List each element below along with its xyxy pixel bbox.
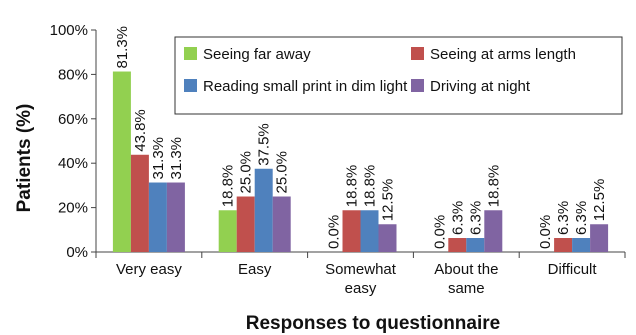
- data-label: 18.8%: [220, 165, 237, 208]
- data-label: 6.3%: [573, 201, 590, 235]
- y-tick-label: 0%: [66, 244, 88, 261]
- y-tick-label: 80%: [58, 66, 88, 83]
- data-label: 0.0%: [431, 215, 448, 249]
- data-label: 6.3%: [555, 201, 572, 235]
- bar: [272, 196, 291, 252]
- data-label: 37.5%: [256, 123, 273, 166]
- y-tick-label: 20%: [58, 200, 88, 217]
- bar: [448, 238, 467, 252]
- x-category-label: About the same: [434, 261, 498, 297]
- x-category-label: Somewhat easy: [325, 261, 397, 297]
- data-label: 6.3%: [467, 201, 484, 235]
- legend-entry: Seeing at arms length: [430, 46, 576, 63]
- x-category-label: Very easy: [116, 261, 182, 278]
- data-label: 31.3%: [168, 137, 185, 180]
- data-label: 25.0%: [274, 151, 291, 194]
- bar: [572, 238, 591, 252]
- data-label: 12.5%: [380, 179, 397, 222]
- data-label: 18.8%: [344, 165, 361, 208]
- x-axis-title: Responses to questionnaire: [246, 313, 500, 334]
- x-axis-categories: Very easy Easy Somewhat easy About the same Di…: [116, 261, 597, 297]
- bar: [148, 182, 167, 252]
- bar: [590, 224, 609, 252]
- data-label: 6.3%: [449, 201, 466, 235]
- legend-swatch: [411, 47, 424, 60]
- bar: [554, 238, 573, 252]
- bar: [112, 71, 131, 252]
- bar: [378, 224, 397, 252]
- legend-entry: Driving at night: [430, 78, 531, 95]
- bar: [484, 210, 503, 252]
- bar: [342, 210, 361, 252]
- legend: Seeing far away Seeing at arms length Read…: [174, 36, 623, 115]
- y-axis-title: Patients (%): [14, 104, 35, 213]
- y-tick-label: 60%: [58, 111, 88, 128]
- legend-swatch: [411, 79, 424, 92]
- y-tick-label: 100%: [50, 22, 88, 39]
- bar: [130, 154, 149, 252]
- legend-swatch: [184, 47, 197, 60]
- data-labels: 81.3%43.8%31.3% 31.3%18.8% 25.0%37.5%25.0%…: [114, 26, 608, 249]
- bars: [112, 71, 609, 252]
- legend-box: [174, 36, 623, 115]
- data-label: 31.3%: [150, 137, 167, 180]
- y-axis-ticks: 0% 20% 40% 60% 80% 100%: [50, 22, 96, 261]
- x-category-label: Easy: [238, 261, 272, 278]
- y-tick-label: 40%: [58, 155, 88, 172]
- bar: [466, 238, 485, 252]
- data-label: 18.8%: [362, 165, 379, 208]
- data-label: 43.8%: [132, 109, 149, 152]
- bar: [166, 182, 185, 252]
- data-label: 81.3%: [114, 26, 131, 69]
- data-label: 25.0%: [238, 151, 255, 194]
- bar: [254, 168, 273, 252]
- legend-swatch: [184, 79, 197, 92]
- x-category-label: Difficult: [548, 261, 598, 278]
- legend-entry: Seeing far away: [203, 46, 311, 63]
- data-label: 0.0%: [537, 215, 554, 249]
- data-label: 18.8%: [485, 165, 502, 208]
- data-label: 0.0%: [326, 215, 343, 249]
- bar: [360, 210, 379, 252]
- legend-entry: Reading small print in dim light: [203, 78, 408, 95]
- data-label: 12.5%: [591, 179, 608, 222]
- bar: [236, 196, 255, 252]
- bar: [218, 210, 237, 252]
